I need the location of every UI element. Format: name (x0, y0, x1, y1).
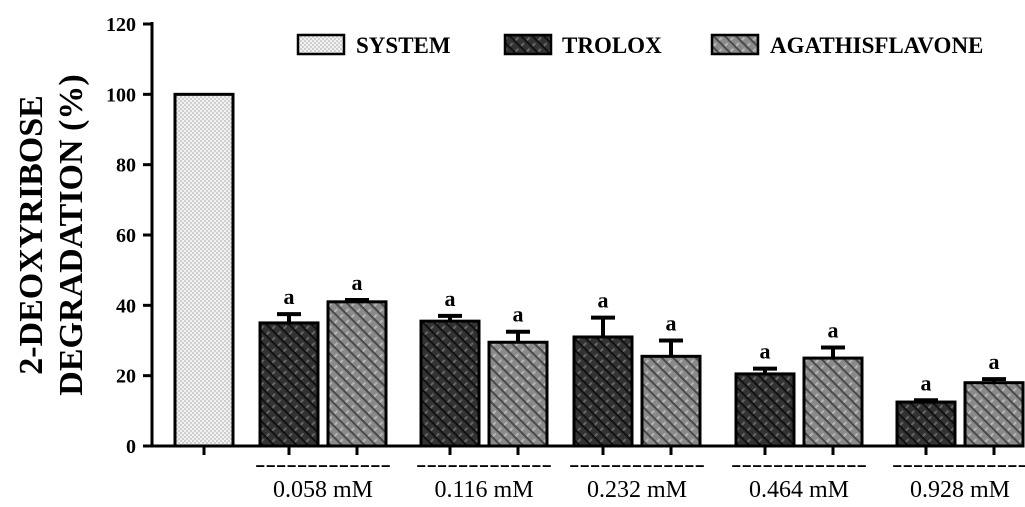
category-separator: ------------- (731, 452, 867, 478)
category-separator: ------------- (255, 452, 391, 478)
bars: a a a a a a a a a a (173, 92, 1025, 455)
bar-agathisflavone (326, 300, 388, 448)
bar-agathisflavone (487, 340, 549, 448)
category-label: 0.058 mM (273, 477, 373, 503)
x-category-labels: -------------0.058 mM-------------0.116 … (255, 452, 1025, 503)
y-tick-label: 0 (126, 436, 136, 458)
y-tick-label: 40 (116, 295, 136, 317)
legend-swatch-agathisflavone (710, 33, 760, 56)
category-separator: ------------- (569, 452, 705, 478)
y-axis-label-line1: 2-DEOXYRIBOSE (13, 95, 50, 375)
legend-label-system: SYSTEM (356, 33, 451, 58)
y-tick-label: 100 (106, 84, 136, 106)
category-label: 0.928 mM (910, 477, 1010, 503)
category-label: 0.464 mM (749, 477, 849, 503)
legend-label-agathisflavone: AGATHISFLAVONE (770, 33, 983, 58)
significance-label: a (760, 339, 771, 364)
category-separator: ------------- (416, 452, 552, 478)
legend-swatch-system (296, 33, 346, 56)
y-tick-label: 80 (116, 155, 136, 177)
bar-trolox (895, 400, 957, 448)
legend: SYSTEM TROLOX AGATHISFLAVONE (296, 33, 983, 58)
significance-label: a (989, 349, 1000, 374)
category-separator: ------------- (892, 452, 1025, 478)
y-tick-label: 60 (116, 225, 136, 247)
significance-label: a (921, 370, 932, 395)
significance-label: a (666, 311, 677, 336)
bar-trolox (419, 319, 481, 448)
significance-label: a (828, 318, 839, 343)
bar-agathisflavone (963, 381, 1025, 448)
y-tick-label: 120 (106, 14, 136, 36)
significance-label: a (445, 286, 456, 311)
significance-label: a (513, 302, 524, 327)
bar-agathisflavone (640, 354, 702, 448)
legend-label-trolox: TROLOX (562, 33, 662, 58)
y-axis-label-line2: DEGRADATION (%) (53, 74, 90, 395)
bar-system (173, 92, 235, 448)
category-label: 0.116 mM (434, 477, 533, 503)
significance-label: a (598, 288, 609, 313)
significance-label: a (352, 270, 363, 295)
y-tick-label: 20 (116, 366, 136, 388)
bar-agathisflavone (802, 356, 864, 448)
legend-swatch-trolox (503, 33, 553, 56)
bar-trolox (572, 335, 634, 448)
category-label: 0.232 mM (587, 477, 687, 503)
bar-trolox (734, 372, 796, 448)
significance-label: a (284, 284, 295, 309)
y-ticks: 0 20 40 60 80 100 120 (106, 14, 152, 458)
bar-trolox (258, 321, 320, 448)
